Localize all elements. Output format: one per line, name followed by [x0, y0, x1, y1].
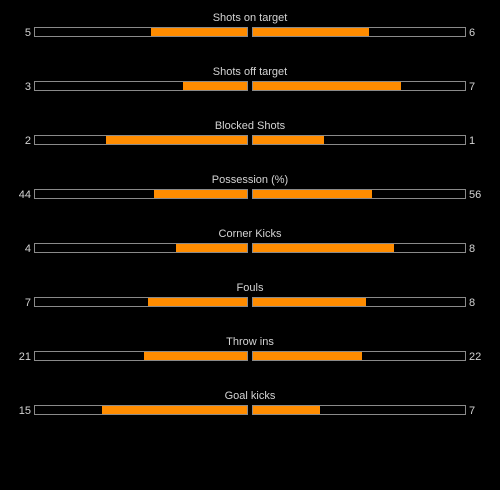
home-bar [34, 351, 248, 361]
home-bar-fill [176, 244, 247, 252]
stat-row-blocked-shots: Blocked Shots 2 1 [0, 118, 500, 172]
away-bar-fill [253, 82, 402, 90]
away-bar-fill [253, 244, 395, 252]
stat-label: Fouls [236, 282, 264, 294]
home-bar-fill [102, 406, 247, 414]
stat-label: Throw ins [226, 336, 274, 348]
home-bar [34, 135, 248, 145]
away-bar [252, 243, 466, 253]
stat-label: Corner Kicks [218, 228, 282, 240]
away-value: 8 [469, 297, 476, 309]
stat-row-goal-kicks: Goal kicks 15 7 [0, 388, 500, 442]
stat-label: Shots off target [212, 66, 288, 78]
stat-row-throw-ins: Throw ins 21 22 [0, 334, 500, 388]
away-value: 7 [469, 81, 476, 93]
home-value: 5 [24, 27, 31, 39]
away-value: 8 [469, 243, 476, 255]
away-bar [252, 135, 466, 145]
stat-row-shots-on-target: Shots on target 5 6 [0, 10, 500, 64]
match-stats-panel: Shots on target 5 6 Shots off target 3 7… [0, 10, 500, 442]
home-value: 15 [18, 405, 31, 417]
stat-row-corner-kicks: Corner Kicks 4 8 [0, 226, 500, 280]
home-bar-fill [143, 352, 247, 360]
home-value: 4 [24, 243, 31, 255]
home-bar [34, 27, 248, 37]
stat-row-fouls: Fouls 7 8 [0, 280, 500, 334]
stat-row-possession: Possession (%) 44 56 [0, 172, 500, 226]
stat-label: Goal kicks [224, 390, 276, 402]
home-bar [34, 243, 248, 253]
away-bar [252, 351, 466, 361]
away-value: 22 [469, 351, 482, 363]
away-value: 56 [469, 189, 482, 201]
away-value: 1 [469, 135, 476, 147]
home-bar [34, 297, 248, 307]
home-value: 3 [24, 81, 31, 93]
home-value: 21 [18, 351, 31, 363]
away-bar-fill [253, 136, 324, 144]
home-bar [34, 405, 248, 415]
stat-label: Possession (%) [211, 174, 289, 186]
home-value: 44 [18, 189, 31, 201]
home-bar-fill [153, 190, 247, 198]
home-bar [34, 81, 248, 91]
home-bar-fill [150, 28, 247, 36]
away-value: 7 [469, 405, 476, 417]
away-bar [252, 405, 466, 415]
away-bar-fill [253, 190, 372, 198]
stat-row-shots-off-target: Shots off target 3 7 [0, 64, 500, 118]
away-bar-fill [253, 352, 362, 360]
home-bar [34, 189, 248, 199]
home-value: 2 [24, 135, 31, 147]
away-bar [252, 297, 466, 307]
away-bar-fill [253, 28, 369, 36]
stat-label: Blocked Shots [214, 120, 286, 132]
stat-label: Shots on target [212, 12, 288, 24]
away-bar [252, 81, 466, 91]
away-bar [252, 189, 466, 199]
away-bar [252, 27, 466, 37]
home-value: 7 [24, 297, 31, 309]
home-bar-fill [105, 136, 247, 144]
home-bar-fill [183, 82, 247, 90]
home-bar-fill [148, 298, 247, 306]
away-value: 6 [469, 27, 476, 39]
away-bar-fill [253, 298, 366, 306]
away-bar-fill [253, 406, 321, 414]
